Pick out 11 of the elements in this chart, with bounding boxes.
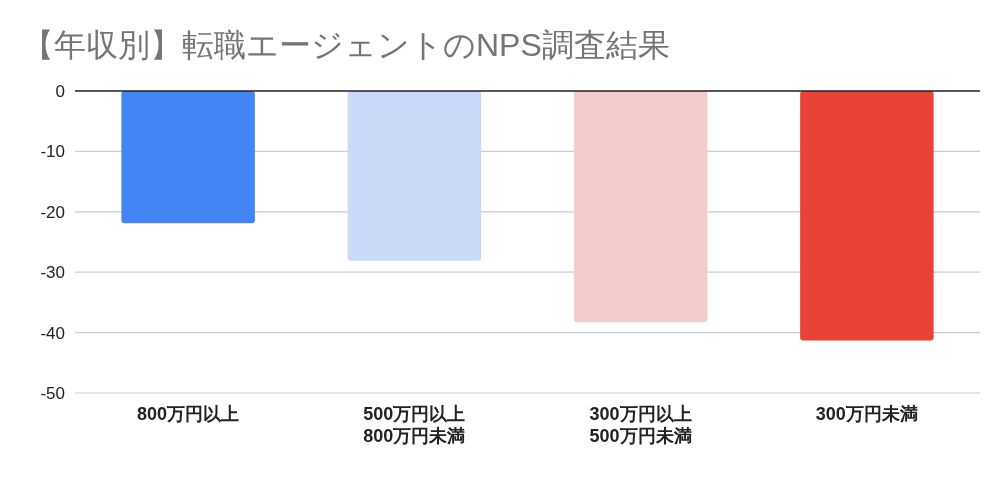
x-tick-label: 300万円未満: [815, 404, 918, 424]
y-tick-label: -30: [40, 263, 65, 283]
x-tick-label: 300万円以上 500万円未満: [589, 404, 692, 446]
x-tick-label: 500万円以上 800万円未満: [363, 404, 466, 446]
y-tick-label: -50: [40, 384, 65, 403]
y-tick-label: 0: [55, 82, 65, 101]
x-tick-label: 800万円以上: [137, 404, 240, 424]
y-tick-label: -40: [40, 323, 65, 343]
y-tick-label: -20: [40, 202, 65, 222]
y-tick-label: -10: [40, 142, 65, 162]
title: 【年収別】転職エージェントのNPS調査結果: [22, 27, 670, 63]
